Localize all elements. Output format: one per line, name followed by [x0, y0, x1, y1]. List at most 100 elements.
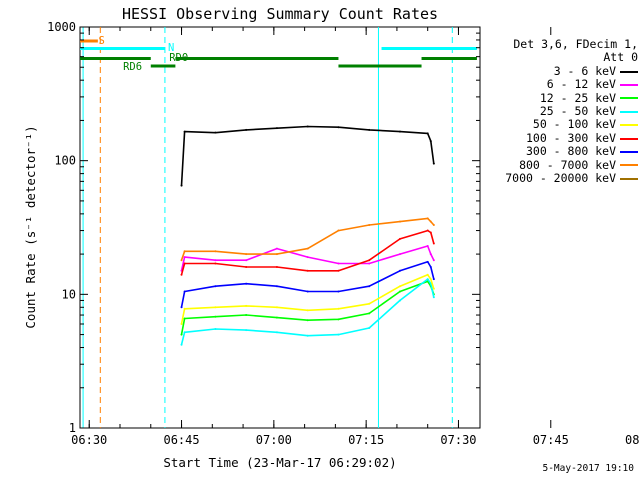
- data-point: [337, 269, 340, 272]
- legend-entry: 7000 - 20000 keV: [478, 171, 638, 185]
- legend-entry-label: 100 - 300 keV: [525, 130, 616, 145]
- legend-entry-label: 50 - 100 keV: [532, 117, 616, 132]
- series-line: [180, 245, 435, 271]
- data-point: [337, 290, 340, 293]
- data-point: [337, 307, 340, 310]
- legend-entry-label: 25 - 50 keV: [539, 104, 616, 119]
- data-point: [180, 259, 183, 262]
- data-point: [183, 256, 186, 259]
- data-point: [432, 296, 435, 299]
- data-point: [426, 260, 429, 263]
- data-point: [183, 331, 186, 334]
- data-point: [214, 328, 217, 331]
- data-point: [245, 259, 248, 262]
- data-point: [399, 290, 401, 293]
- data-point: [180, 184, 183, 187]
- data-point: [245, 282, 248, 285]
- data-point: [214, 259, 217, 262]
- data-point: [337, 318, 340, 321]
- data-point: [275, 316, 278, 319]
- legend-entry-label: 300 - 800 keV: [525, 144, 616, 159]
- data-point: [337, 126, 340, 129]
- data-point: [337, 333, 340, 336]
- data-point: [432, 162, 435, 165]
- data-point: [368, 312, 371, 315]
- legend-entry: 25 - 50 keV: [478, 104, 638, 119]
- data-point: [399, 285, 401, 288]
- annotation-label: S: [98, 35, 104, 47]
- data-point: [337, 262, 340, 265]
- annotation-label: RD0: [169, 52, 188, 64]
- data-point: [399, 220, 401, 223]
- data-point: [214, 250, 217, 253]
- data-point: [275, 253, 278, 256]
- legend-header-line-1: Det 3,6, FDecim 1,: [513, 37, 638, 51]
- data-point: [183, 130, 186, 133]
- chart-title: HESSI Observing Summary Count Rates: [122, 5, 438, 23]
- series-line: [180, 217, 435, 261]
- data-point: [432, 242, 435, 245]
- data-point: [426, 278, 429, 281]
- legend-swatch: [620, 97, 638, 100]
- annotation-label: RD6: [123, 61, 142, 73]
- data-point: [275, 285, 278, 288]
- x-tick-label: 06:30: [71, 433, 107, 447]
- legend-entry: 6 - 12 keV: [478, 77, 638, 91]
- data-point: [275, 127, 278, 130]
- data-point: [245, 329, 248, 332]
- data-point: [306, 269, 309, 272]
- data-point: [183, 307, 186, 310]
- legend-entry-label: 12 - 25 keV: [539, 90, 616, 105]
- series-line: [180, 125, 435, 186]
- legend-entry: 800 - 7000 keV: [478, 157, 638, 172]
- data-point: [368, 326, 371, 329]
- data-point: [399, 237, 401, 240]
- data-point: [306, 290, 309, 293]
- data-point: [432, 224, 435, 227]
- data-point: [183, 317, 186, 320]
- data-point: [306, 125, 309, 128]
- data-point: [426, 217, 429, 220]
- legend-swatch: [620, 164, 638, 167]
- data-point: [368, 262, 371, 265]
- data-point: [306, 247, 309, 250]
- legend-swatch: [620, 137, 638, 140]
- chart-legend: Det 3,6, FDecim 1, Att 0 3 - 6 keV 6 - 12…: [478, 37, 638, 185]
- data-point: [429, 140, 432, 143]
- legend-swatch: [620, 70, 638, 73]
- legend-entry-label: 800 - 7000 keV: [519, 157, 616, 172]
- data-point: [245, 128, 248, 131]
- data-point: [306, 319, 309, 322]
- data-point: [368, 285, 371, 288]
- y-tick-label: 1: [69, 421, 76, 435]
- x-axis-label: Start Time (23-Mar-17 06:29:02): [163, 455, 396, 470]
- legend-entry: 100 - 300 keV: [478, 130, 638, 145]
- data-point: [399, 299, 401, 302]
- data-point: [337, 229, 340, 232]
- legend-entry: 50 - 100 keV: [478, 118, 638, 131]
- data-point: [429, 278, 432, 281]
- y-tick-label: 100: [54, 154, 76, 168]
- data-point: [399, 253, 401, 256]
- x-tick-label: 06:45: [163, 433, 199, 447]
- x-tick-label: 07:30: [440, 433, 476, 447]
- legend-entry: 300 - 800 keV: [478, 144, 638, 159]
- data-point: [214, 315, 217, 318]
- legend-header-line-2: Att 0: [603, 50, 638, 65]
- data-point: [306, 334, 309, 337]
- series-line: [180, 260, 435, 308]
- data-point: [429, 253, 432, 256]
- data-point: [275, 306, 278, 309]
- legend-swatch: [620, 150, 638, 153]
- data-point: [180, 333, 183, 336]
- legend-swatch: [620, 110, 638, 113]
- data-point: [426, 244, 429, 247]
- x-tick-label: 07:15: [348, 433, 384, 447]
- data-point: [432, 278, 435, 281]
- data-point: [432, 287, 435, 290]
- legend-swatch: [620, 124, 638, 127]
- data-point: [426, 273, 429, 276]
- data-point: [429, 220, 432, 223]
- y-tick-label: 1000: [47, 20, 76, 34]
